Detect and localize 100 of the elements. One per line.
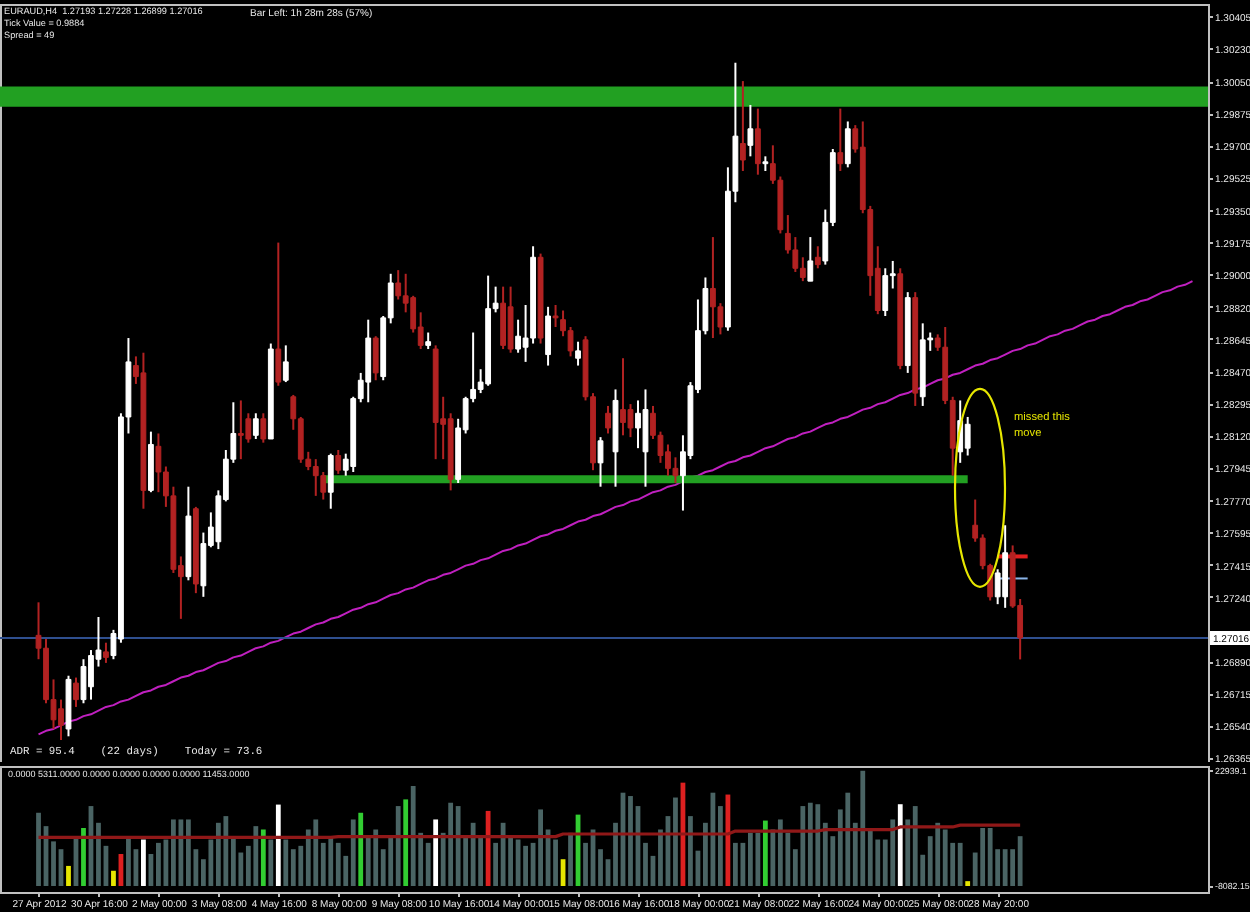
bar	[470, 822, 476, 886]
candlestick	[80, 658, 87, 705]
bar	[875, 839, 881, 886]
candlestick	[814, 245, 821, 270]
bar	[845, 792, 851, 886]
bar	[410, 786, 416, 886]
candlestick	[237, 399, 244, 461]
bar	[568, 832, 573, 886]
bar	[275, 804, 281, 886]
candlestick	[282, 344, 289, 384]
candlestick	[665, 443, 671, 477]
bar	[500, 822, 506, 886]
candlestick	[545, 305, 551, 367]
bar	[523, 845, 528, 886]
bar	[350, 819, 356, 886]
bar	[688, 816, 693, 886]
bar	[268, 839, 274, 886]
candlestick	[620, 357, 626, 437]
bar	[223, 816, 229, 886]
bar	[395, 806, 401, 886]
bar	[897, 804, 903, 886]
candlestick	[507, 285, 514, 354]
candlestick	[252, 412, 259, 440]
bar	[485, 810, 491, 886]
candlestick	[552, 304, 559, 329]
bar	[800, 806, 806, 886]
candlestick	[642, 388, 649, 488]
bar	[912, 806, 918, 886]
bar	[890, 819, 896, 886]
bar	[358, 812, 364, 886]
candlestick	[882, 267, 889, 318]
bar	[156, 842, 161, 886]
bar	[36, 812, 41, 886]
candlestick	[747, 103, 754, 158]
bar	[141, 839, 146, 886]
candlestick	[837, 107, 844, 173]
bar	[448, 802, 454, 886]
candlestick	[372, 335, 379, 382]
candlestick	[739, 80, 746, 173]
candlestick	[597, 436, 604, 488]
candlestick	[365, 318, 372, 404]
candlestick	[327, 452, 334, 510]
candlestick	[73, 676, 79, 708]
candlestick	[799, 256, 806, 283]
bar	[815, 804, 821, 886]
bar	[987, 828, 993, 886]
candlestick	[635, 399, 641, 450]
bar	[178, 819, 184, 886]
bar	[455, 806, 461, 886]
candlestick	[844, 120, 851, 169]
bar	[215, 822, 221, 886]
bar	[777, 819, 783, 886]
bar	[260, 829, 266, 886]
line-series	[36, 823, 1022, 839]
bar	[283, 839, 289, 886]
bar	[373, 829, 379, 886]
candlestick	[500, 285, 507, 351]
bar	[538, 809, 543, 886]
bar	[628, 796, 633, 886]
candlestick	[1002, 524, 1009, 609]
bar	[957, 842, 963, 886]
candlestick	[575, 340, 581, 367]
bar	[673, 797, 678, 886]
candlestick	[515, 318, 521, 354]
bar	[1002, 849, 1008, 886]
candlestick	[395, 269, 402, 301]
bar	[1017, 836, 1023, 886]
bar	[185, 819, 191, 886]
bar	[253, 826, 259, 886]
candlestick	[103, 641, 109, 664]
bar	[126, 838, 131, 886]
candlestick	[260, 412, 267, 444]
candlestick	[148, 430, 154, 494]
candlestick	[807, 236, 814, 283]
candlestick	[200, 531, 207, 598]
bar	[807, 802, 813, 886]
candlestick	[275, 241, 282, 387]
bar	[365, 836, 371, 886]
candlestick	[964, 415, 971, 457]
candlestick	[155, 432, 162, 494]
bar	[762, 820, 768, 886]
candlestick	[754, 107, 761, 176]
bar	[942, 829, 948, 886]
candlestick	[335, 448, 342, 475]
candlestick	[605, 404, 611, 435]
bar	[171, 819, 176, 886]
bar	[313, 819, 319, 886]
bar	[66, 865, 71, 886]
line-series	[37, 280, 1194, 736]
bar	[860, 770, 866, 886]
bar	[747, 832, 753, 886]
candlestick	[312, 458, 319, 497]
bar	[335, 842, 341, 886]
bar	[433, 819, 439, 886]
bar	[733, 842, 738, 886]
bar	[755, 832, 761, 886]
bar	[980, 828, 986, 886]
bar	[328, 836, 334, 886]
bar	[81, 828, 86, 886]
bar	[111, 870, 116, 886]
